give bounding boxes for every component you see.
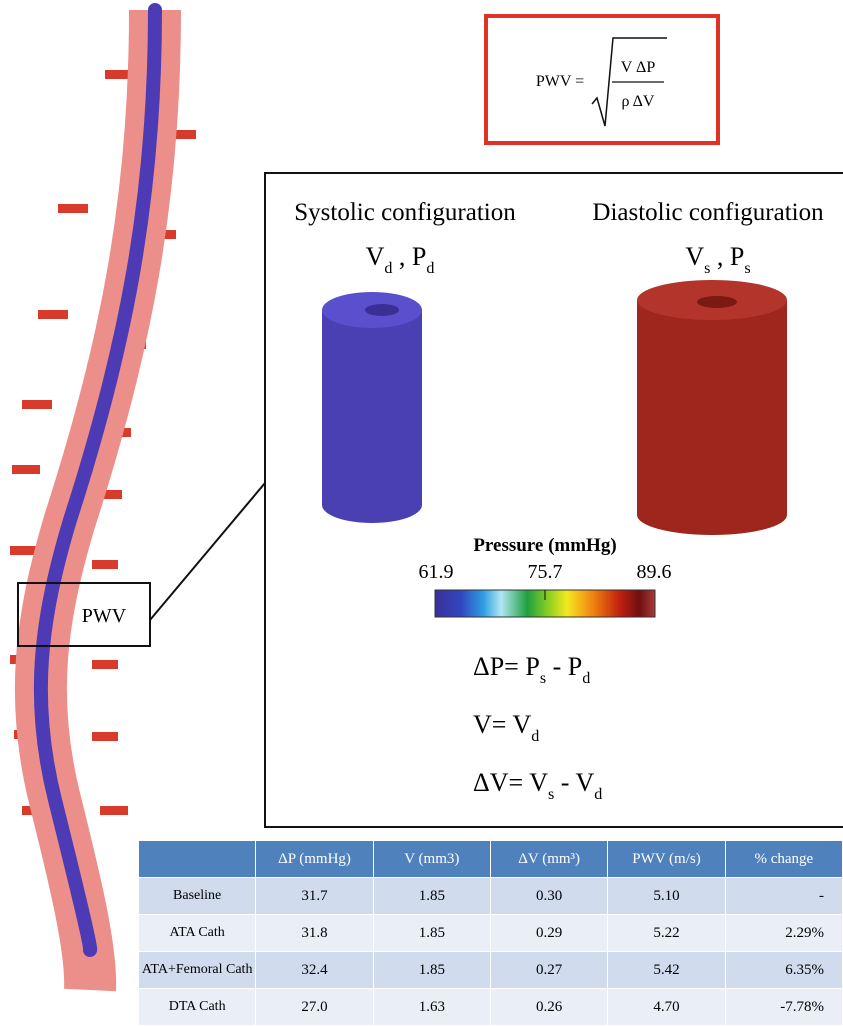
cell: 0.26 <box>490 989 607 1026</box>
results-table: ΔP (mmHg)V (mm3)ΔV (mm³)PWV (m/s)% chang… <box>138 840 843 1026</box>
cell: ATA Cath <box>139 915 256 952</box>
page: PWV PWV = V ΔP ρ ΔV Systolic configurati… <box>0 0 843 1015</box>
subscript: s <box>744 260 750 277</box>
cell: 1.85 <box>373 878 490 915</box>
cell: 4.70 <box>608 989 725 1026</box>
header-cell: % change <box>725 841 842 878</box>
cell: 32.4 <box>256 952 373 989</box>
text-part: , P <box>392 242 426 271</box>
cell: ATA+Femoral Cath <box>139 952 256 989</box>
cell: -7.78% <box>725 989 842 1026</box>
colorbar-tick: 61.9 <box>419 561 454 583</box>
formula-numerator: V ΔP <box>621 59 656 76</box>
cell: 1.85 <box>373 915 490 952</box>
left-label: Vd , Pd <box>366 242 435 277</box>
text-part: ΔV= V <box>473 768 548 797</box>
right-title: Diastolic configuration <box>592 199 824 226</box>
pwv-box-label: PWV <box>82 605 127 627</box>
subscript: d <box>531 728 539 745</box>
text-part: - P <box>546 652 582 681</box>
text-part: - V <box>554 768 594 797</box>
formula-box <box>486 16 718 143</box>
colorbar-title: Pressure (mmHg) <box>473 535 616 556</box>
text-part: V <box>366 242 385 271</box>
equation: ΔV= Vs - Vd <box>473 768 602 803</box>
cell: 0.27 <box>490 952 607 989</box>
text-part: , P <box>710 242 744 271</box>
text-part: ΔP= P <box>473 652 540 681</box>
cell: 2.29% <box>725 915 842 952</box>
colorbar-tick: 89.6 <box>637 561 672 583</box>
text-part: V= V <box>473 710 531 739</box>
cell: 0.30 <box>490 878 607 915</box>
subscript: d <box>594 786 602 803</box>
right-label: Vs , Ps <box>685 242 750 277</box>
header-cell <box>139 841 256 878</box>
left-title: Systolic configuration <box>294 199 516 226</box>
header-cell: ΔV (mm³) <box>490 841 607 878</box>
subscript: d <box>582 670 590 687</box>
cell: 27.0 <box>256 989 373 1026</box>
cell: DTA Cath <box>139 989 256 1026</box>
cell: Baseline <box>139 878 256 915</box>
cell: 6.35% <box>725 952 842 989</box>
equation: ΔP= Ps - Pd <box>473 652 590 687</box>
cell: 1.63 <box>373 989 490 1026</box>
cell: 5.42 <box>608 952 725 989</box>
cell: 5.10 <box>608 878 725 915</box>
header-cell: V (mm3) <box>373 841 490 878</box>
subscript: d <box>384 260 392 277</box>
header-cell: ΔP (mmHg) <box>256 841 373 878</box>
cell: 1.85 <box>373 952 490 989</box>
diastolic-cylinder <box>637 280 787 535</box>
cell: 31.8 <box>256 915 373 952</box>
formula-lhs: PWV = <box>536 73 584 90</box>
cell: 5.22 <box>608 915 725 952</box>
formula-denominator: ρ ΔV <box>622 93 655 110</box>
systolic-cylinder <box>322 292 422 523</box>
cell: 31.7 <box>256 878 373 915</box>
subscript: d <box>426 260 434 277</box>
cell: 0.29 <box>490 915 607 952</box>
equation: V= Vd <box>473 710 539 745</box>
colorbar-tick: 75.7 <box>528 561 563 583</box>
connector <box>150 483 265 620</box>
header-cell: PWV (m/s) <box>608 841 725 878</box>
cell: - <box>725 878 842 915</box>
text-part: V <box>685 242 704 271</box>
